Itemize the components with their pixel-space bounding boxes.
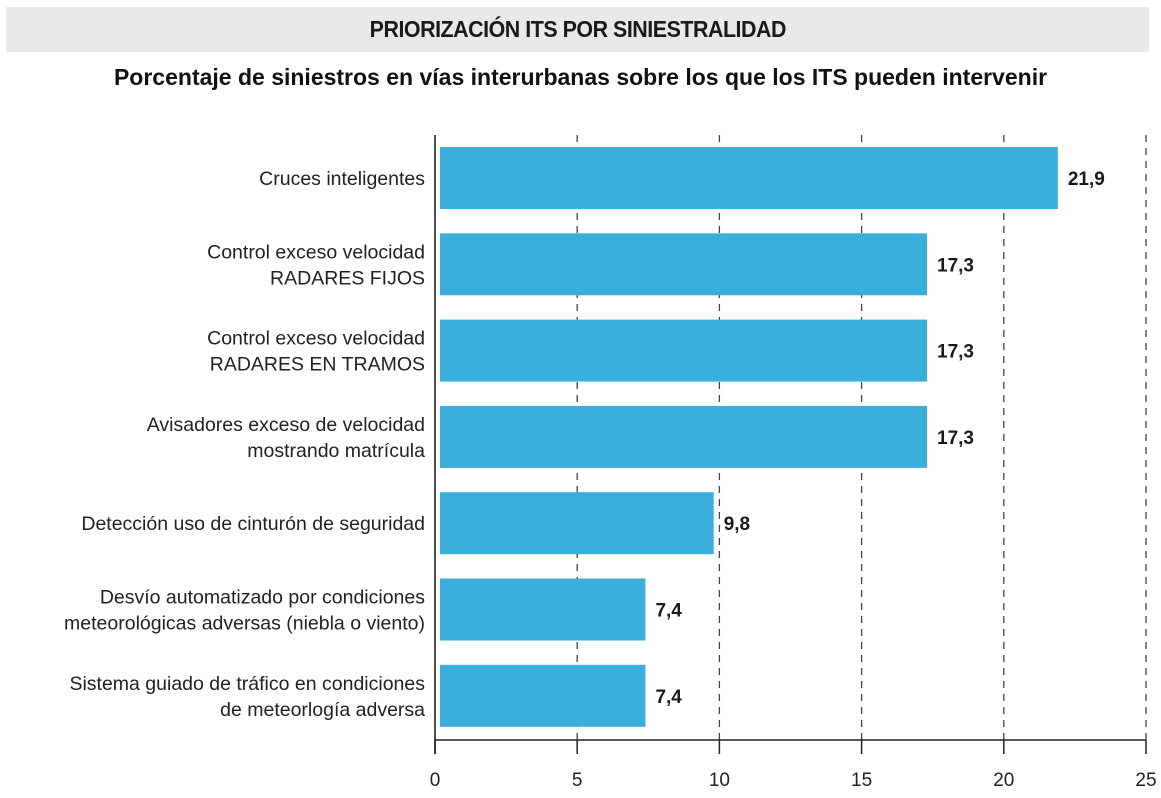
- category-label: Control exceso velocidad: [207, 241, 425, 263]
- bars: [440, 147, 1058, 727]
- bar: [440, 147, 1058, 209]
- value-label: 17,3: [937, 428, 974, 449]
- x-tick-label: 10: [709, 770, 730, 791]
- x-tick-label: 25: [1135, 770, 1156, 791]
- category-label: Cruces inteligentes: [259, 168, 425, 190]
- chart-subtitle: Porcentaje de siniestros en vías interur…: [113, 64, 1048, 90]
- category-label: Desvío automatizado por condiciones: [100, 587, 425, 609]
- category-label: Avisadores exceso de velocidad: [147, 414, 425, 436]
- bar: [440, 233, 928, 296]
- value-label: 9,8: [724, 514, 750, 535]
- category-label: RADARES FIJOS: [270, 267, 425, 289]
- value-label: 21,9: [1068, 169, 1105, 190]
- category-label: RADARES EN TRAMOS: [210, 354, 425, 376]
- bar: [440, 578, 646, 641]
- category-label: Detección uso de cinturón de seguridad: [81, 513, 425, 535]
- x-tick-label: 5: [572, 770, 583, 791]
- chart-banner: PRIORIZACIÓN ITS POR SINIESTRALIDAD: [6, 7, 1149, 52]
- x-tick-label: 0: [430, 770, 441, 791]
- bar: [440, 319, 928, 382]
- bar: [440, 405, 928, 468]
- chart-title: PRIORIZACIÓN ITS POR SINIESTRALIDAD: [369, 16, 786, 42]
- category-label: Sistema guiado de tráfico en condiciones: [69, 673, 425, 695]
- axes: [434, 135, 1147, 754]
- category-label: meteorológicas adversas (niebla o viento…: [64, 613, 425, 635]
- value-label: 17,3: [937, 255, 974, 276]
- value-label: 7,4: [655, 687, 682, 708]
- category-label: mostrando matrícula: [247, 440, 425, 462]
- category-label: de meteorlogía adversa: [220, 699, 425, 721]
- bar: [440, 492, 714, 555]
- x-tick-label: 20: [993, 770, 1014, 791]
- labels: 21,9 Cruces inteligentes 17,3 Control exces…: [64, 168, 1157, 791]
- category-label: Control exceso velocidad: [207, 328, 425, 350]
- value-label: 17,3: [937, 342, 974, 363]
- value-label: 7,4: [655, 601, 682, 622]
- bar: [440, 664, 646, 727]
- x-tick-label: 15: [851, 770, 872, 791]
